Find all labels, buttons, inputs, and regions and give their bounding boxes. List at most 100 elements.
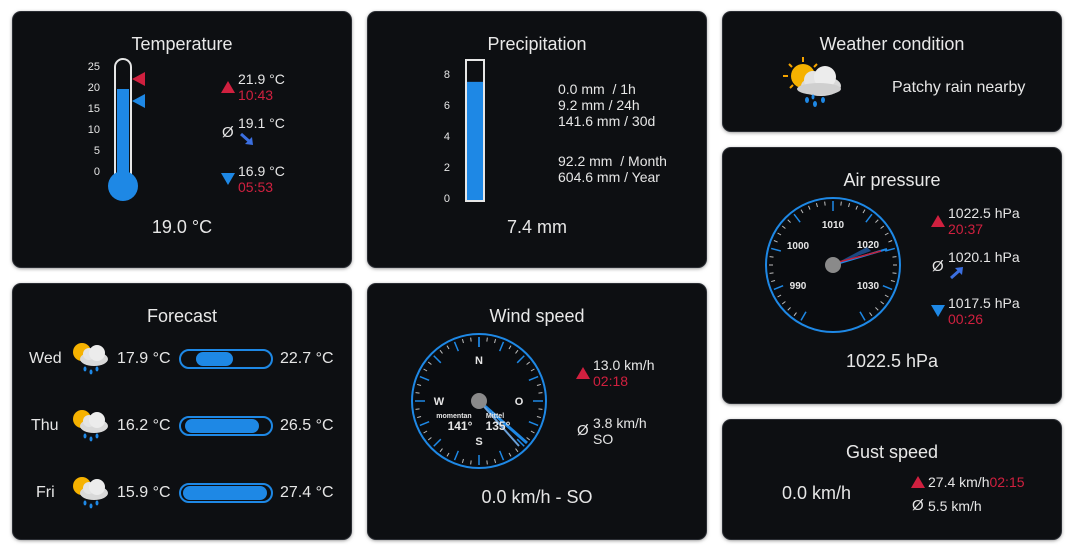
scale-tick: 8 <box>443 69 450 81</box>
avg-pressure: 1020.1 hPa <box>948 249 1020 265</box>
dial-minor-tick <box>869 312 873 317</box>
dial-minor-tick <box>773 240 778 243</box>
dial-minor-tick <box>486 337 488 342</box>
dial-minor-tick <box>470 460 472 465</box>
forecast-card: Forecast Wed 17.9 °C 22.7 °C Thu 16.2 °C… <box>13 284 351 539</box>
mittel-label: Mittel <box>486 413 504 420</box>
min-arrow-icon <box>221 173 235 185</box>
scale-tick: 20 <box>87 82 100 94</box>
dial-minor-tick <box>427 361 432 365</box>
dial-minor-tick <box>892 256 897 258</box>
max-wind-time: 02:18 <box>593 373 629 389</box>
precip-value: 92.2 mm <box>558 153 613 169</box>
scale-tick: 4 <box>443 131 450 143</box>
dial-minor-tick <box>793 312 797 317</box>
temperature-card: Temperature 25 20 15 10 5 0 21.9 °C 10:4… <box>13 12 351 267</box>
compass-west: W <box>434 396 445 408</box>
dial-major-tick <box>773 284 784 291</box>
dial-minor-tick <box>888 240 893 243</box>
weather-condition-text: Patchy rain nearby <box>892 79 1026 96</box>
max-pressure: 1022.5 hPa <box>948 205 1020 221</box>
forecast-day: Wed <box>29 350 62 367</box>
forecast-range-bar <box>179 416 273 436</box>
dial-minor-tick <box>781 301 786 305</box>
scale-tick: 5 <box>93 145 100 157</box>
dial-minor-tick <box>862 209 866 214</box>
momentan-label: momentan <box>436 413 471 420</box>
dial-minor-tick <box>415 408 420 410</box>
dial-minor-tick <box>515 349 519 354</box>
dial-minor-tick <box>439 448 443 453</box>
dial-minor-tick <box>769 272 774 274</box>
dial-major-tick <box>770 247 782 252</box>
dial-label: 1000 <box>787 241 810 252</box>
compass-south: S <box>475 436 482 448</box>
dial-minor-tick <box>824 201 826 206</box>
dial-minor-tick <box>769 256 774 258</box>
forecast-range-bar <box>179 349 273 369</box>
min-pressure: 1017.5 hPa <box>948 295 1020 311</box>
scale-tick: 0 <box>443 193 450 205</box>
precipitation-card: Precipitation 8 6 4 2 0 0.0 mm / 1h 9.2 … <box>368 12 706 267</box>
dial-minor-tick <box>508 345 512 350</box>
dial-minor-tick <box>855 205 858 210</box>
dial-minor-tick <box>840 201 842 206</box>
max-gust: 27.4 km/h02:15 <box>928 474 1025 490</box>
thermometer-icon <box>108 58 138 201</box>
avg-temperature: 19.1 °C <box>238 115 285 131</box>
dial-minor-tick <box>530 430 535 434</box>
forecast-high: 26.5 °C <box>280 417 334 434</box>
dial-major-tick <box>884 247 896 252</box>
forecast-high: 27.4 °C <box>280 484 334 501</box>
dial-label: 1020 <box>857 240 880 251</box>
dial-minor-tick <box>787 219 791 223</box>
dial-major-tick <box>453 341 460 352</box>
current-wind: 0.0 km/h - SO <box>481 487 593 507</box>
sun-cloud-rain-icon <box>73 477 108 509</box>
forecast-day: Fri <box>36 484 55 501</box>
dial-minor-tick <box>538 392 543 394</box>
dial-major-tick <box>859 311 866 321</box>
max-marker-icon <box>132 72 145 86</box>
dial-minor-tick <box>446 452 450 457</box>
forecast-low: 17.9 °C <box>117 350 171 367</box>
dial-minor-tick <box>875 307 879 311</box>
dial-minor-tick <box>423 430 428 434</box>
dial-major-tick <box>419 420 430 427</box>
card-title: Precipitation <box>487 34 587 54</box>
precip-value: 0.0 mm <box>558 81 605 97</box>
dial-label: 1010 <box>822 220 845 231</box>
forecast-low: 15.9 °C <box>117 484 171 501</box>
max-gust-value: 27.4 km/h <box>928 474 990 490</box>
avg-symbol: Ø <box>222 124 234 141</box>
dial-major-tick <box>453 450 460 461</box>
precip-value: 141.6 mm <box>558 113 621 129</box>
air-pressure-card: Air pressure 1010 1000 1020 990 1030 102… <box>723 148 1061 403</box>
dial-minor-tick <box>494 339 497 344</box>
max-wind: 13.0 km/h <box>593 357 655 373</box>
dial-minor-tick <box>423 368 428 372</box>
dial-minor-tick <box>787 307 791 311</box>
forecast-day: Thu <box>31 417 59 434</box>
dial-major-tick <box>498 450 505 461</box>
min-marker-icon <box>132 94 145 108</box>
avg-symbol: Ø <box>912 497 924 514</box>
current-gust: 0.0 km/h <box>782 483 852 503</box>
dial-minor-tick <box>508 452 512 457</box>
dial-minor-tick <box>536 383 541 386</box>
sun-cloud-rain-icon <box>783 57 841 107</box>
max-gust-time: 02:15 <box>989 474 1025 490</box>
dial-minor-tick <box>777 294 782 298</box>
scale-tick: 10 <box>87 124 100 136</box>
dial-major-tick <box>498 341 505 352</box>
dial-major-tick <box>528 420 539 427</box>
precip-row: 9.2 mm / 24h <box>558 97 640 113</box>
max-temperature-time: 10:43 <box>238 87 274 103</box>
dial-major-tick <box>882 284 893 291</box>
max-temperature: 21.9 °C <box>238 71 285 87</box>
dial-minor-tick <box>427 437 432 441</box>
dial-minor-tick <box>875 219 879 223</box>
avg-wind-direction: SO <box>593 431 614 447</box>
dial-major-tick <box>800 311 807 321</box>
precip-row: 604.6 mm / Year <box>558 169 660 185</box>
